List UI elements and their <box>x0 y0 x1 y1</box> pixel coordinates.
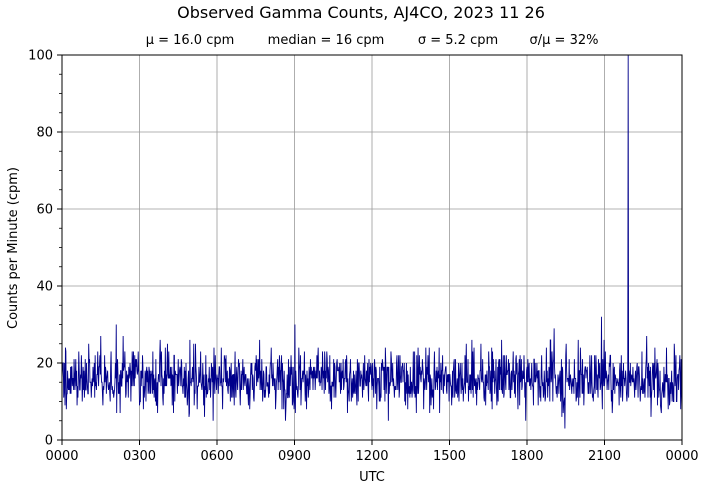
x-tick-label: 0000 <box>665 449 698 464</box>
x-tick-label: 2100 <box>588 449 621 464</box>
stat-mean: μ = 16.0 cpm <box>146 33 235 48</box>
stat-median: median = 16 cpm <box>268 33 385 48</box>
y-axis-label: Counts per Minute (cpm) <box>6 167 21 329</box>
y-tick-label: 40 <box>36 280 53 295</box>
x-tick-label: 0000 <box>45 449 78 464</box>
x-tick-label: 1200 <box>355 449 388 464</box>
axis-ticks: 0000 0300 0600 0900 1200 1500 1800 2100 00000204… <box>28 49 698 465</box>
y-tick-label: 60 <box>36 203 53 218</box>
y-tick-label: 0 <box>45 434 53 449</box>
x-tick-label: 0900 <box>278 449 311 464</box>
y-tick-label: 100 <box>28 49 53 64</box>
x-tick-label: 0600 <box>200 449 233 464</box>
stat-cv: σ/μ = 32% <box>530 33 599 48</box>
x-tick-label: 1500 <box>433 449 466 464</box>
y-tick-label: 20 <box>36 357 53 372</box>
x-tick-label: 0300 <box>123 449 156 464</box>
stat-sigma: σ = 5.2 cpm <box>418 33 498 48</box>
x-axis-label: UTC <box>359 470 385 485</box>
chart-title: Observed Gamma Counts, AJ4CO, 2023 11 26 <box>177 3 545 22</box>
series-line-counts <box>61 54 683 429</box>
x-tick-label: 1800 <box>510 449 543 464</box>
series-counts <box>61 54 683 429</box>
y-tick-label: 80 <box>36 126 53 141</box>
